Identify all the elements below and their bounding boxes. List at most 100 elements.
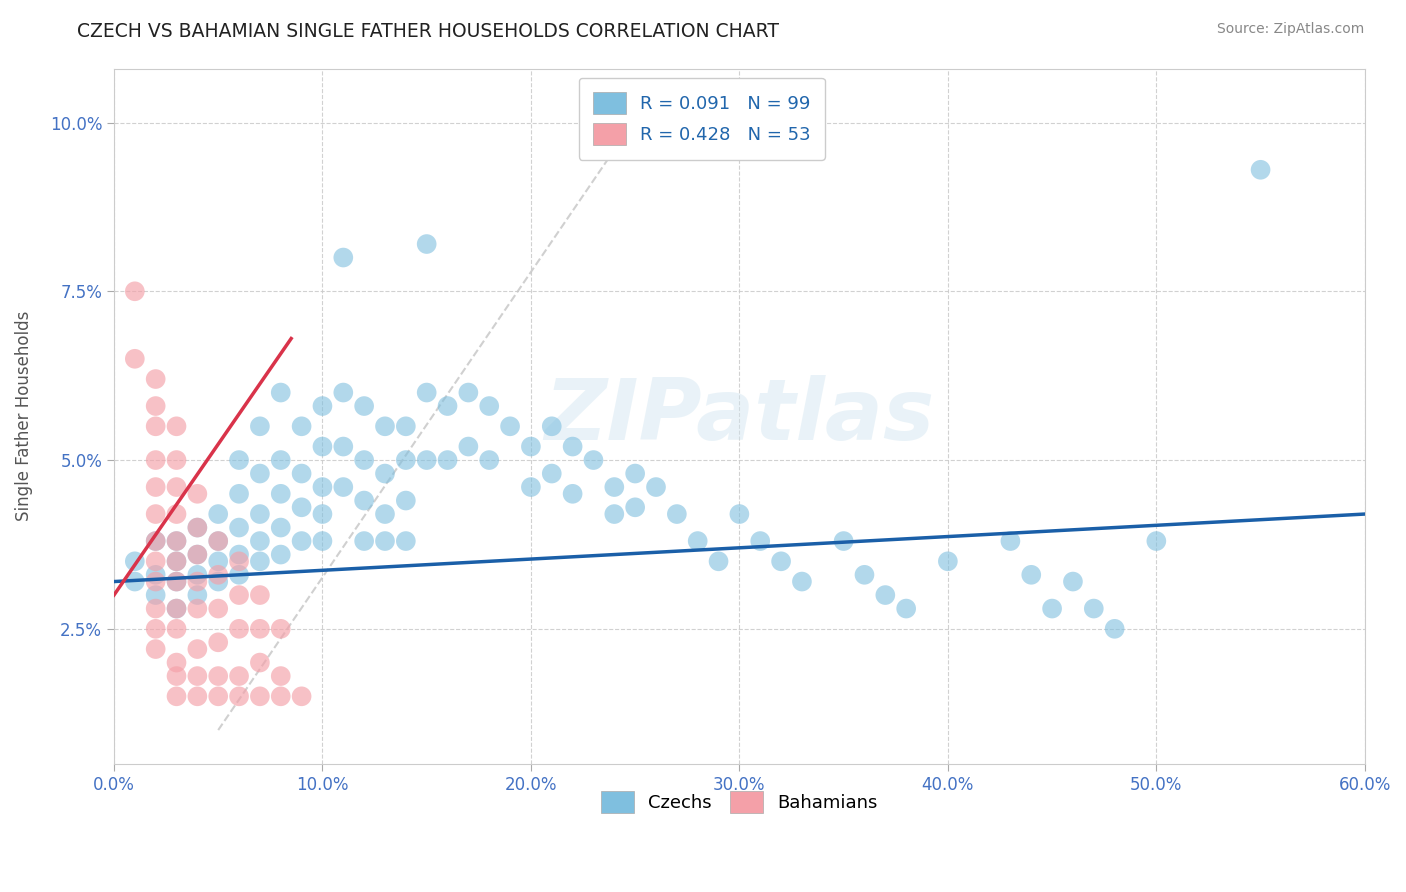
- Point: [540, 467, 562, 481]
- Point: [1000, 534, 1022, 549]
- Text: CZECH VS BAHAMIAN SINGLE FATHER HOUSEHOLDS CORRELATION CHART: CZECH VS BAHAMIAN SINGLE FATHER HOUSEHOL…: [77, 22, 779, 41]
- Point: [207, 554, 229, 568]
- Point: [291, 419, 314, 434]
- Point: [166, 574, 188, 589]
- Point: [582, 453, 605, 467]
- Point: [145, 507, 167, 521]
- Point: [311, 399, 333, 413]
- Point: [332, 251, 354, 265]
- Point: [207, 574, 229, 589]
- Point: [332, 385, 354, 400]
- Point: [145, 588, 167, 602]
- Point: [249, 507, 271, 521]
- Point: [228, 548, 250, 562]
- Point: [374, 467, 396, 481]
- Point: [707, 554, 730, 568]
- Point: [166, 601, 188, 615]
- Point: [270, 622, 292, 636]
- Point: [145, 567, 167, 582]
- Point: [311, 534, 333, 549]
- Point: [228, 690, 250, 704]
- Point: [270, 548, 292, 562]
- Point: [853, 567, 876, 582]
- Point: [145, 534, 167, 549]
- Point: [186, 690, 208, 704]
- Point: [415, 237, 437, 252]
- Point: [457, 385, 479, 400]
- Point: [374, 419, 396, 434]
- Point: [166, 453, 188, 467]
- Point: [603, 480, 626, 494]
- Point: [561, 440, 583, 454]
- Point: [478, 399, 501, 413]
- Point: [145, 554, 167, 568]
- Point: [207, 635, 229, 649]
- Point: [228, 567, 250, 582]
- Point: [228, 588, 250, 602]
- Point: [145, 601, 167, 615]
- Point: [166, 622, 188, 636]
- Point: [145, 419, 167, 434]
- Point: [270, 487, 292, 501]
- Point: [832, 534, 855, 549]
- Point: [207, 534, 229, 549]
- Point: [145, 534, 167, 549]
- Point: [166, 534, 188, 549]
- Point: [374, 534, 396, 549]
- Point: [124, 351, 146, 366]
- Point: [249, 690, 271, 704]
- Text: Source: ZipAtlas.com: Source: ZipAtlas.com: [1216, 22, 1364, 37]
- Point: [166, 480, 188, 494]
- Point: [166, 574, 188, 589]
- Point: [249, 588, 271, 602]
- Point: [186, 520, 208, 534]
- Point: [436, 453, 458, 467]
- Point: [186, 567, 208, 582]
- Point: [186, 669, 208, 683]
- Point: [228, 669, 250, 683]
- Point: [645, 480, 668, 494]
- Point: [207, 507, 229, 521]
- Point: [186, 642, 208, 657]
- Point: [228, 622, 250, 636]
- Point: [415, 385, 437, 400]
- Point: [415, 453, 437, 467]
- Point: [896, 601, 918, 615]
- Point: [145, 622, 167, 636]
- Point: [207, 534, 229, 549]
- Point: [603, 507, 626, 521]
- Point: [270, 690, 292, 704]
- Point: [332, 480, 354, 494]
- Point: [291, 534, 314, 549]
- Point: [228, 453, 250, 467]
- Point: [228, 487, 250, 501]
- Point: [249, 622, 271, 636]
- Point: [395, 419, 418, 434]
- Point: [228, 554, 250, 568]
- Point: [875, 588, 897, 602]
- Point: [186, 548, 208, 562]
- Point: [353, 493, 375, 508]
- Point: [540, 419, 562, 434]
- Point: [249, 656, 271, 670]
- Point: [1104, 622, 1126, 636]
- Point: [186, 487, 208, 501]
- Point: [270, 520, 292, 534]
- Point: [124, 574, 146, 589]
- Point: [166, 669, 188, 683]
- Point: [291, 690, 314, 704]
- Point: [1040, 601, 1063, 615]
- Point: [166, 601, 188, 615]
- Point: [499, 419, 522, 434]
- Point: [166, 656, 188, 670]
- Point: [291, 500, 314, 515]
- Point: [207, 601, 229, 615]
- Point: [166, 554, 188, 568]
- Point: [1019, 567, 1042, 582]
- Point: [624, 500, 647, 515]
- Point: [249, 534, 271, 549]
- Point: [520, 440, 543, 454]
- Point: [353, 453, 375, 467]
- Point: [520, 480, 543, 494]
- Point: [166, 690, 188, 704]
